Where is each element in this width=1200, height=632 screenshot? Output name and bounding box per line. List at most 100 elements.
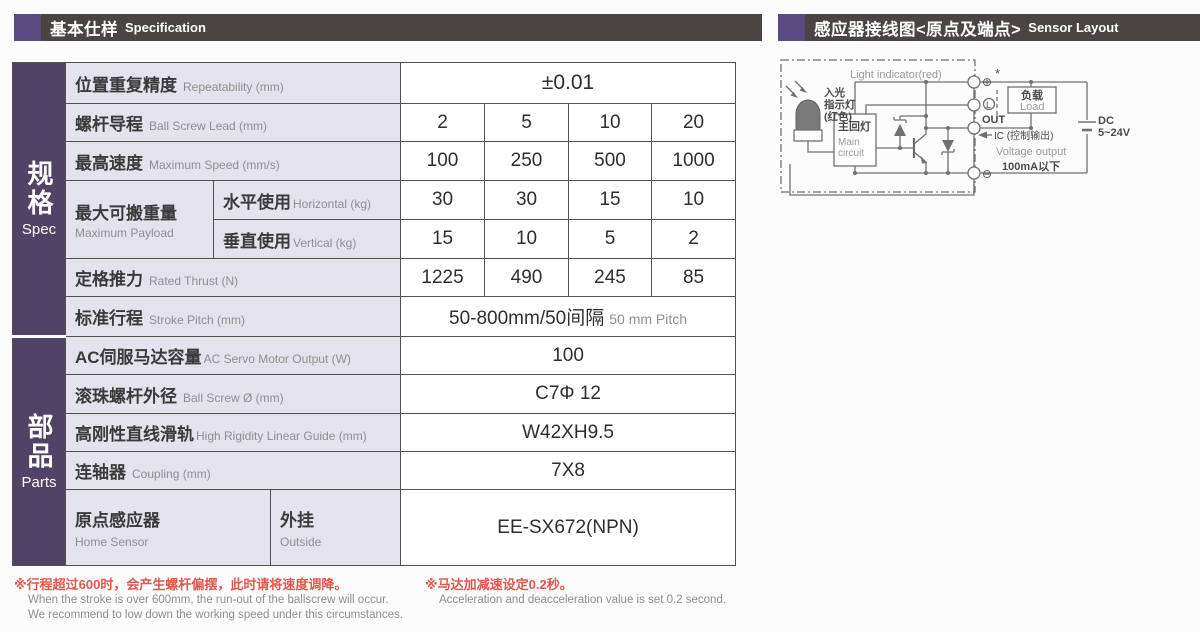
label-zh: 连轴器 bbox=[75, 463, 126, 482]
label-coupling: 连轴器 Coupling (mm) bbox=[64, 451, 402, 490]
zener-diode-1 bbox=[893, 115, 926, 148]
sensor-layout-title-en: Sensor Layout bbox=[1028, 20, 1119, 35]
sidebar-parts: 部品 Parts bbox=[12, 335, 66, 566]
sidebar-spec-zh: 规格 bbox=[24, 160, 54, 218]
label-en: AC Servo Motor Output (W) bbox=[203, 352, 351, 366]
label-zh: AC伺服马达容量 bbox=[75, 348, 202, 367]
terminals bbox=[967, 75, 996, 180]
footnote-acceleration: ※马达加减速设定0.2秒。 Acceleration and deacceler… bbox=[425, 576, 726, 608]
value-cell: 30 bbox=[484, 180, 570, 220]
value-cell: 20 bbox=[651, 103, 737, 142]
load-en: Load bbox=[1020, 101, 1044, 113]
light-arrowhead bbox=[790, 92, 798, 98]
light-arrowhead bbox=[799, 87, 807, 93]
label-horizontal: 水平使用 Horizontal (kg) bbox=[212, 180, 402, 220]
footnote-acceleration-en: Acceleration and deacceleration value is… bbox=[439, 594, 727, 606]
emitter-arrowhead bbox=[920, 156, 928, 164]
zener-triangle-up bbox=[894, 124, 906, 136]
title-accent-square bbox=[778, 14, 805, 41]
main-circuit-en-2: circuit bbox=[838, 148, 864, 159]
value-cell: 1000 bbox=[651, 141, 737, 181]
label-linear-guide: 高刚性直线滑轨 High Rigidity Linear Guide (mm) bbox=[64, 413, 402, 452]
value-cell: 1225 bbox=[400, 258, 486, 297]
label-max-speed: 最高速度 Maximum Speed (mm/s) bbox=[64, 141, 402, 181]
specification-title-zh: 基本仕样 bbox=[50, 20, 118, 39]
value-cell: 5 bbox=[568, 219, 653, 259]
label-zh: 最大可搬重量 bbox=[75, 204, 177, 223]
label-zh: 标准行程 bbox=[75, 309, 143, 328]
ic-control-output-label: IC (控制输出) bbox=[994, 129, 1053, 142]
label-stroke: 标准行程 Stroke Pitch (mm) bbox=[64, 296, 402, 337]
incident-light-arrows bbox=[785, 80, 805, 96]
label-ball-screw-lead: 螺杆导程 Ball Screw Lead (mm) bbox=[64, 103, 402, 142]
ic-arrowhead bbox=[978, 131, 987, 139]
row-home-sensor: 原点感应器 Home Sensor 外挂 Outside EE-SX672(NP… bbox=[13, 489, 737, 566]
value-cell: 5 bbox=[484, 103, 570, 142]
l-symbol-circle bbox=[982, 97, 996, 111]
label-zh: 位置重复精度 bbox=[75, 75, 177, 95]
row-servo-output: 部品 Parts AC伺服马达容量 AC Servo Motor Output … bbox=[12, 335, 737, 566]
junction-dots bbox=[853, 80, 1033, 175]
wire bbox=[789, 164, 975, 196]
value-cell: 15 bbox=[400, 219, 486, 259]
label-en: Repeatability (mm) bbox=[183, 79, 284, 94]
current-limit-label: 100mA以下 bbox=[1002, 160, 1060, 173]
label-home-sensor: 原点感应器 Home Sensor bbox=[65, 489, 271, 566]
label-vertical: 垂直使用 Vertical (kg) bbox=[212, 219, 402, 259]
value-stroke: 50-800mm/50间隔 50 mm Pitch bbox=[400, 296, 737, 337]
dc-label-line1: DC bbox=[1098, 115, 1114, 127]
footnote-stroke-zh: ※行程超过600时，会产生螺杆偏摆，此时请将速度调降。 bbox=[14, 577, 348, 592]
value-ball-screw-dia: C7Φ 12 bbox=[400, 374, 737, 414]
l-terminal-letter: L bbox=[986, 100, 991, 110]
load-zh: 负载 bbox=[1021, 88, 1043, 102]
voltage-output-label: Voltage output bbox=[996, 146, 1066, 158]
label-zh: 螺杆导程 bbox=[75, 115, 143, 134]
row-stroke: 标准行程 Stroke Pitch (mm) 50-800mm/50间隔 50 m… bbox=[13, 296, 737, 337]
value-cell: 30 bbox=[400, 180, 486, 220]
value-cell: 500 bbox=[568, 141, 653, 181]
row-ball-screw-lead: 螺杆导程 Ball Screw Lead (mm) 2 5 10 20 bbox=[13, 103, 737, 142]
value-linear-guide: W42XH9.5 bbox=[400, 413, 737, 452]
value-cell: 245 bbox=[568, 258, 653, 297]
value-cell: 2 bbox=[651, 219, 737, 259]
row-coupling: 连轴器 Coupling (mm) 7X8 bbox=[13, 451, 737, 490]
label-en: Maximum Speed (mm/s) bbox=[149, 157, 280, 172]
label-en: Outside bbox=[280, 535, 322, 549]
value-home-sensor: EE-SX672(NPN) bbox=[400, 489, 737, 566]
terminal-out-circle bbox=[967, 121, 981, 135]
label-ball-screw-dia: 滚珠螺杆外径 Ball Screw Ø (mm) bbox=[64, 374, 402, 414]
value-text: 50-800mm/50间隔 bbox=[449, 308, 605, 329]
footnote-stroke-en2: We recommend to low down the working spe… bbox=[28, 609, 403, 621]
label-zh: 高刚性直线滑轨 bbox=[75, 425, 194, 444]
value-cell: 250 bbox=[484, 141, 570, 181]
value-cell: 490 bbox=[484, 258, 570, 297]
row-ball-screw-dia: 滚珠螺杆外径 Ball Screw Ø (mm) C7Φ 12 bbox=[13, 374, 737, 414]
footnote-stroke: ※行程超过600时，会产生螺杆偏摆，此时请将速度调降。 When the str… bbox=[14, 576, 403, 623]
title-accent-square bbox=[14, 14, 41, 41]
label-en: High Rigidity Linear Guide (mm) bbox=[196, 429, 367, 443]
label-zh: 外挂 bbox=[280, 511, 314, 530]
terminal-plus-circle bbox=[967, 75, 981, 89]
out-terminal-label: OUT bbox=[982, 114, 1006, 126]
value-cell: 85 bbox=[651, 258, 737, 297]
led-lead-wire bbox=[807, 141, 834, 153]
sidebar-parts-zh: 部品 bbox=[24, 412, 54, 471]
row-linear-guide: 高刚性直线滑轨 High Rigidity Linear Guide (mm) … bbox=[13, 413, 737, 452]
label-zh: 垂直使用 bbox=[223, 231, 291, 251]
sidebar-parts-en: Parts bbox=[21, 473, 57, 491]
label-en: Coupling (mm) bbox=[132, 467, 211, 481]
value-cell: 2 bbox=[400, 103, 486, 142]
row-payload-horizontal: 最大可搬重量 Maximum Payload 水平使用 Horizontal (… bbox=[13, 180, 737, 259]
dc-label-line2: 5~24V bbox=[1098, 127, 1131, 139]
sensor-layout-title-bar: 感应器接线图<原点及端点> Sensor Layout bbox=[778, 14, 1200, 41]
value-coupling: 7X8 bbox=[400, 451, 737, 490]
value-servo-output: 100 bbox=[400, 336, 737, 375]
light-label-zh-2: 指示灯 bbox=[824, 98, 856, 111]
light-label-zh-3: (红色) bbox=[824, 110, 852, 123]
minus-terminal-symbol: ⊖ bbox=[982, 167, 992, 181]
label-zh: 最高速度 bbox=[75, 153, 143, 173]
plus-terminal-symbol: ⊕ bbox=[982, 75, 992, 89]
value-text: ±0.01 bbox=[541, 71, 595, 94]
footnote-stroke-en1: When the stroke is over 600mm, the run-o… bbox=[28, 594, 389, 606]
specification-title-bar: 基本仕样 Specification bbox=[14, 14, 762, 41]
